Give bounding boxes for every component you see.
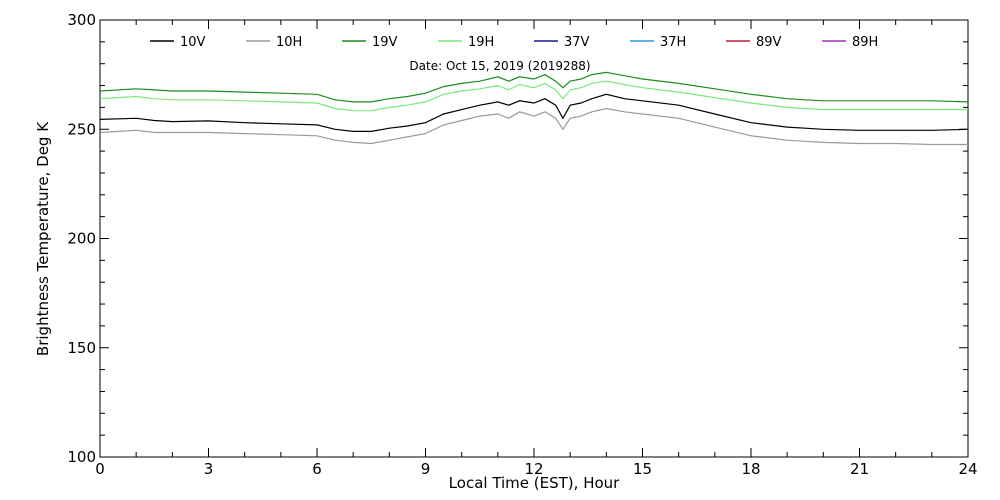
x-tick-label: 0: [95, 460, 105, 478]
legend-label-37h: 37H: [660, 35, 686, 50]
x-tick-label: 12: [524, 460, 543, 478]
x-tick-label: 24: [958, 460, 977, 478]
legend-label-89v: 89V: [756, 35, 782, 50]
legend-label-19h: 19H: [468, 35, 494, 50]
x-axis-title: Local Time (EST), Hour: [449, 474, 620, 492]
y-tick-label: 250: [67, 120, 96, 138]
x-tick-label: 3: [204, 460, 214, 478]
x-tick-label: 9: [421, 460, 431, 478]
legend-label-10v: 10V: [180, 35, 206, 50]
date-annotation: Date: Oct 15, 2019 (2019288): [409, 59, 590, 73]
legend: 10V 10H 19V 19H 37V 37H 89V 89H: [150, 35, 878, 50]
x-tick-label: 15: [633, 460, 652, 478]
series-line-10h: [99, 107, 968, 146]
y-tick-label: 100: [67, 448, 96, 466]
x-tick-label: 18: [741, 460, 760, 478]
y-tick-label: 150: [67, 339, 96, 357]
x-tick-label: 6: [312, 460, 322, 478]
legend-label-37v: 37V: [564, 35, 590, 50]
series-lines: [99, 71, 969, 146]
series-line-19v: [99, 71, 969, 103]
plot-frame: [99, 19, 969, 458]
y-tick-label: 200: [67, 230, 96, 248]
legend-label-19v: 19V: [372, 35, 398, 50]
series-line-19h: [99, 80, 968, 112]
series-line-10v: [99, 93, 969, 132]
y-tick-label: 300: [67, 11, 96, 29]
y-axis-ticks: 100 150 200 250 300: [67, 11, 968, 466]
legend-label-10h: 10H: [276, 35, 302, 50]
x-tick-label: 21: [850, 460, 869, 478]
legend-label-89h: 89H: [852, 35, 878, 50]
y-axis-title: Brightness Temperature, Deg K: [34, 121, 52, 356]
x-axis-ticks: 0 3 6 9 12 15 18 21 24: [95, 20, 978, 478]
